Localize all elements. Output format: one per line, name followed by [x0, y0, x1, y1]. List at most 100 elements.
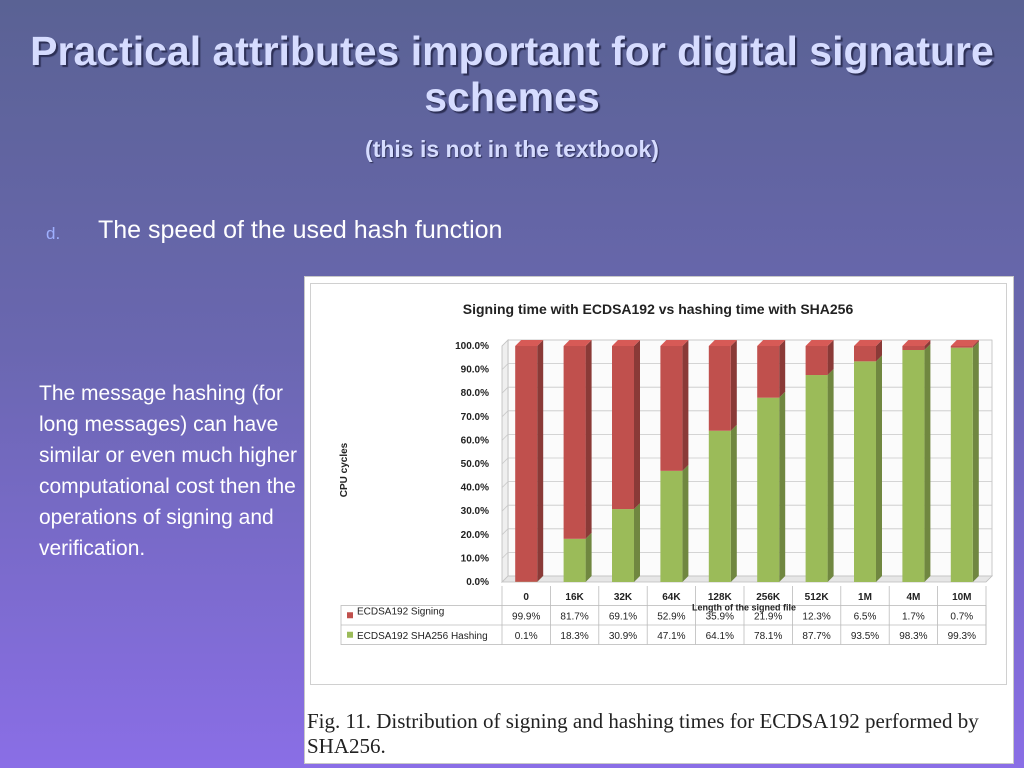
bar-hashing — [854, 361, 876, 582]
data-label: 81.7% — [560, 611, 588, 622]
bar-hashing — [950, 347, 973, 582]
y-tick-label: 100.0% — [455, 341, 489, 352]
bar-hashing-side — [972, 341, 979, 582]
bar-hashing-side — [585, 532, 592, 582]
bar-signing-top — [515, 340, 544, 346]
y-tick-label: 60.0% — [461, 435, 489, 446]
bar-hashing-side — [634, 503, 640, 582]
bar-signing — [660, 346, 683, 471]
bar-hashing — [757, 397, 780, 582]
x-category-label: 10M — [952, 592, 971, 603]
side-note: The message hashing (for long messages) … — [39, 382, 297, 560]
x-category-label: 1M — [858, 592, 872, 603]
x-category-label: 32K — [614, 592, 633, 603]
bar-signing-top — [563, 340, 592, 346]
y-tick-label: 10.0% — [461, 553, 489, 564]
bar-hashing-side — [537, 575, 544, 582]
bar-signing-side — [972, 340, 979, 348]
bar-signing — [902, 346, 925, 351]
bar-signing-top — [708, 340, 737, 346]
data-label: 0.1% — [515, 631, 538, 642]
bar-hashing-side — [876, 355, 882, 582]
data-label: 47.1% — [657, 631, 685, 642]
x-category-label: 0 — [523, 592, 529, 603]
x-category-label: 512K — [805, 592, 830, 603]
data-label: 30.9% — [609, 631, 637, 642]
bar-hashing-side — [730, 424, 737, 582]
bar-hashing — [660, 470, 683, 582]
data-label: 69.1% — [609, 611, 637, 622]
bullet-text: The speed of the used hash function — [98, 216, 503, 244]
bar-hashing-side — [827, 369, 834, 582]
data-label: 78.1% — [754, 631, 782, 642]
bar-signing-top — [854, 340, 882, 346]
bar-hashing-side — [924, 344, 931, 582]
figure: Signing time with ECDSA192 vs hashing ti… — [304, 276, 1014, 764]
bar-signing — [950, 346, 973, 348]
bar-hashing-side — [779, 391, 786, 582]
bar-signing-side — [730, 340, 737, 431]
data-label: 6.5% — [854, 611, 877, 622]
data-label: 52.9% — [657, 611, 685, 622]
legend-label: ECDSA192 SHA256 Hashing — [357, 631, 488, 642]
x-category-label: 128K — [708, 592, 733, 603]
bar-signing-top — [950, 340, 979, 346]
slide-subtitle: (this is not in the textbook) — [365, 136, 659, 162]
y-tick-label: 80.0% — [461, 388, 489, 399]
legend-swatch — [347, 612, 353, 619]
y-tick-label: 0.0% — [466, 577, 489, 588]
bar-signing — [612, 346, 634, 510]
bar-signing — [805, 346, 828, 376]
bar-signing-top — [757, 340, 786, 346]
bar-hashing — [612, 509, 634, 582]
bar-signing-top — [660, 340, 689, 346]
bar-signing-side — [537, 340, 544, 582]
y-tick-label: 90.0% — [461, 365, 489, 376]
y-tick-label: 20.0% — [461, 530, 489, 541]
bar-signing — [563, 346, 586, 539]
bar-signing-top — [612, 340, 640, 346]
data-label: 0.7% — [950, 611, 973, 622]
bar-signing-top — [805, 340, 834, 346]
data-label: 87.7% — [802, 631, 830, 642]
bar-signing-side — [779, 340, 786, 398]
bar-signing-top — [902, 340, 931, 346]
y-tick-label: 40.0% — [461, 483, 489, 494]
x-category-label: 4M — [906, 592, 920, 603]
y-axis-title: CPU cycles — [339, 442, 350, 497]
bar-signing-side — [827, 340, 834, 376]
legend-label: ECDSA192 Signing — [357, 606, 444, 617]
bar-hashing — [902, 350, 925, 582]
data-label: 12.3% — [802, 611, 830, 622]
figure-caption: Fig. 11. Distribution of signing and has… — [307, 709, 979, 758]
data-label: 18.3% — [560, 631, 588, 642]
bar-signing-side — [876, 340, 882, 362]
x-category-label: 256K — [756, 592, 781, 603]
bar-signing — [854, 346, 876, 362]
bar-signing-side — [585, 340, 592, 539]
bar-signing-side — [634, 340, 640, 510]
bullet-marker: d. — [46, 224, 61, 243]
stacked-bar-chart: Signing time with ECDSA192 vs hashing ti… — [339, 301, 993, 645]
x-category-label: 64K — [662, 592, 681, 603]
y-tick-label: 70.0% — [461, 412, 489, 423]
bar-signing-side — [682, 340, 689, 471]
y-tick-label: 50.0% — [461, 459, 489, 470]
data-label: 99.9% — [512, 611, 540, 622]
data-label: 35.9% — [706, 611, 734, 622]
bar-signing — [708, 346, 731, 431]
legend-swatch — [347, 631, 353, 638]
data-label: 64.1% — [706, 631, 734, 642]
y-tick-label: 30.0% — [461, 506, 489, 517]
bar-signing — [515, 346, 538, 582]
bar-hashing — [805, 375, 828, 582]
x-axis-title: Length of the signed file — [692, 603, 796, 613]
bar-signing — [757, 346, 780, 398]
x-category-label: 16K — [565, 592, 584, 603]
data-label: 99.3% — [948, 631, 976, 642]
data-label: 1.7% — [902, 611, 925, 622]
slide-title: Practical attributes important for digit… — [30, 28, 994, 120]
bar-signing-side — [924, 340, 931, 351]
chart-title: Signing time with ECDSA192 vs hashing ti… — [463, 301, 854, 317]
bar-hashing — [563, 538, 586, 582]
